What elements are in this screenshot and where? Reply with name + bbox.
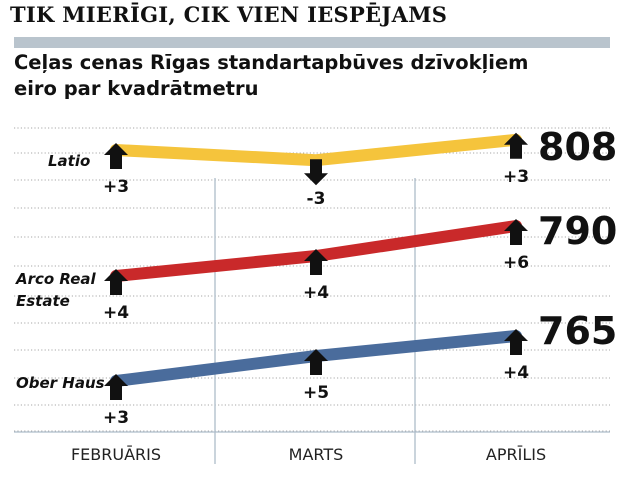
chart-subtitle: Ceļas cenas Rīgas standartapbūves dzīvok…: [14, 50, 604, 102]
series-line: [110, 133, 522, 167]
up-arrow-icon: [304, 249, 328, 275]
change-label: +3: [503, 167, 529, 187]
end-value-label: 765: [538, 309, 617, 353]
up-arrow-icon: [104, 374, 128, 400]
up-arrow-icon: [104, 269, 128, 295]
x-tick-label: MARTS: [289, 445, 344, 464]
up-arrow-icon: [504, 219, 528, 245]
series-name-label: Ober Haus: [16, 374, 105, 392]
change-label: +6: [503, 253, 529, 273]
end-value-label: 808: [538, 125, 617, 169]
change-label: +3: [103, 408, 129, 428]
series-name-label: Estate: [16, 292, 70, 310]
subtitle-line-1: Ceļas cenas Rīgas standartapbūves dzīvok…: [14, 51, 529, 74]
series-name-label: Arco Real: [15, 270, 97, 288]
up-arrow-icon: [504, 329, 528, 355]
up-arrow-icon: [104, 143, 128, 169]
header-bar: [14, 37, 610, 48]
header-title: TIK MIERĪGI, CIK VIEN IESPĒJAMS: [10, 2, 448, 27]
x-tick-label: FEBRUĀRIS: [71, 445, 161, 464]
up-arrow-icon: [504, 132, 528, 159]
x-tick-label: APRĪLIS: [486, 445, 546, 464]
change-label: +5: [303, 383, 329, 403]
subtitle-line-2: eiro par kvadrātmetru: [14, 77, 259, 100]
change-label: +4: [503, 363, 529, 383]
change-label: +4: [303, 283, 329, 303]
up-arrow-icon: [304, 349, 328, 375]
change-label: +3: [103, 177, 129, 197]
change-label: -3: [307, 189, 326, 209]
end-value-label: 790: [538, 209, 617, 253]
change-label: +4: [103, 303, 129, 323]
series-name-label: Latio: [48, 152, 90, 170]
down-arrow-icon: [304, 159, 328, 186]
